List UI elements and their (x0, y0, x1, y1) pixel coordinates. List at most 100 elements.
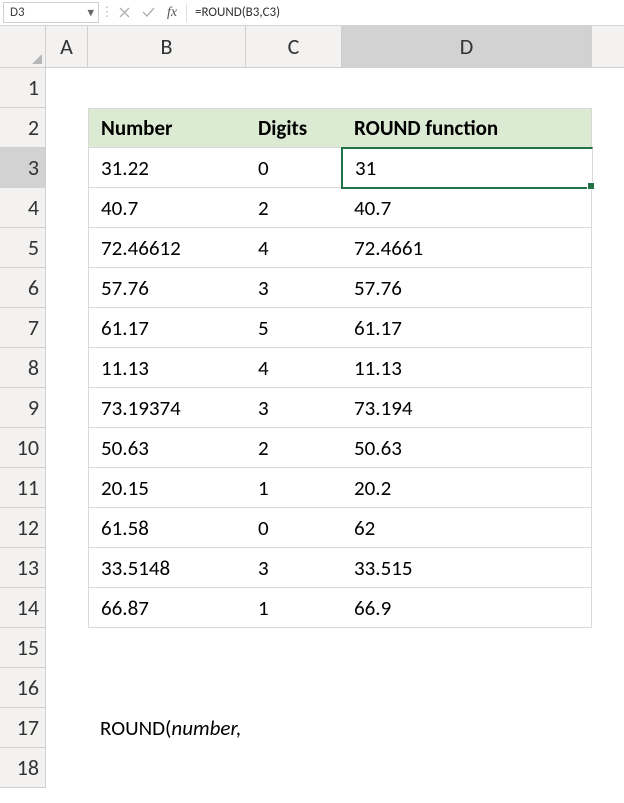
cell-r8-c2[interactable]: 11.13 (88, 348, 246, 388)
cell-r15-c5[interactable] (592, 628, 624, 668)
cell-r9-c2[interactable]: 73.19374 (88, 388, 246, 428)
cell-r11-c1[interactable] (46, 468, 88, 508)
cell-r5-c3[interactable]: 4 (246, 228, 342, 268)
cell-r14-c4[interactable]: 66.9 (342, 588, 592, 628)
cell-r16-c4[interactable] (342, 668, 592, 708)
cell-r9-c5[interactable] (592, 388, 624, 428)
cell-r10-c4[interactable]: 50.63 (342, 428, 592, 468)
name-box[interactable]: D3 ▾ (3, 2, 99, 23)
cell-r8-c5[interactable] (592, 348, 624, 388)
cell-r13-c2[interactable]: 33.5148 (88, 548, 246, 588)
cell-r3-c5[interactable] (592, 148, 624, 188)
cell-r13-c4[interactable]: 33.515 (342, 548, 592, 588)
cell-r14-c3[interactable]: 1 (246, 588, 342, 628)
row-header-16[interactable]: 16 (0, 668, 46, 708)
cell-r5-c2[interactable]: 72.46612 (88, 228, 246, 268)
cell-r17-c5[interactable] (592, 708, 624, 748)
row-header-4[interactable]: 4 (0, 188, 46, 228)
cell-r18-c1[interactable] (46, 748, 88, 788)
row-header-8[interactable]: 8 (0, 348, 46, 388)
cell-r17-c3[interactable] (246, 708, 342, 748)
row-header-17[interactable]: 17 (0, 708, 46, 748)
cell-r2-c1[interactable] (46, 108, 88, 148)
cell-r7-c3[interactable]: 5 (246, 308, 342, 348)
cell-r10-c3[interactable]: 2 (246, 428, 342, 468)
cell-r13-c1[interactable] (46, 548, 88, 588)
confirm-formula-icon[interactable] (136, 0, 160, 25)
cell-r16-c1[interactable] (46, 668, 88, 708)
cell-r10-c5[interactable] (592, 428, 624, 468)
cell-r16-c2[interactable] (88, 668, 246, 708)
cell-r3-c4[interactable]: 31 (342, 148, 592, 188)
cell-r9-c4[interactable]: 73.194 (342, 388, 592, 428)
cell-r8-c4[interactable]: 11.13 (342, 348, 592, 388)
cell-r4-c5[interactable] (592, 188, 624, 228)
select-all-corner[interactable] (0, 26, 46, 67)
cell-r4-c4[interactable]: 40.7 (342, 188, 592, 228)
cell-r6-c1[interactable] (46, 268, 88, 308)
row-header-10[interactable]: 10 (0, 428, 46, 468)
cell-r2-c3[interactable]: Digits (246, 108, 342, 148)
cell-r10-c2[interactable]: 50.63 (88, 428, 246, 468)
cell-r17-c2[interactable]: ROUND(number, num_digits ) (88, 708, 246, 748)
cell-r18-c2[interactable] (88, 748, 246, 788)
col-header-B[interactable]: B (88, 26, 246, 67)
cell-r15-c4[interactable] (342, 628, 592, 668)
cancel-formula-icon[interactable] (112, 0, 136, 25)
cell-r3-c1[interactable] (46, 148, 88, 188)
cell-r18-c3[interactable] (246, 748, 342, 788)
row-header-3[interactable]: 3 (0, 148, 46, 188)
cell-r11-c2[interactable]: 20.15 (88, 468, 246, 508)
row-header-7[interactable]: 7 (0, 308, 46, 348)
cell-r6-c3[interactable]: 3 (246, 268, 342, 308)
cell-r18-c5[interactable] (592, 748, 624, 788)
cell-r7-c2[interactable]: 61.17 (88, 308, 246, 348)
cell-r8-c3[interactable]: 4 (246, 348, 342, 388)
row-header-9[interactable]: 9 (0, 388, 46, 428)
row-header-1[interactable]: 1 (0, 68, 46, 108)
cell-r11-c4[interactable]: 20.2 (342, 468, 592, 508)
cell-r5-c4[interactable]: 72.4661 (342, 228, 592, 268)
name-box-dropdown-icon[interactable]: ▾ (87, 5, 94, 20)
spreadsheet-grid[interactable]: 12NumberDigitsROUND function331.22031440… (0, 68, 624, 788)
col-header-C[interactable]: C (246, 26, 342, 67)
cell-r17-c4[interactable] (342, 708, 592, 748)
cell-r1-c3[interactable] (246, 68, 342, 108)
cell-r12-c3[interactable]: 0 (246, 508, 342, 548)
cell-r5-c1[interactable] (46, 228, 88, 268)
cell-r3-c2[interactable]: 31.22 (88, 148, 246, 188)
row-header-6[interactable]: 6 (0, 268, 46, 308)
col-header-D[interactable]: D (342, 26, 592, 67)
cell-r1-c1[interactable] (46, 68, 88, 108)
cell-r11-c5[interactable] (592, 468, 624, 508)
cell-r14-c5[interactable] (592, 588, 624, 628)
cell-r13-c3[interactable]: 3 (246, 548, 342, 588)
cell-r6-c2[interactable]: 57.76 (88, 268, 246, 308)
cell-r2-c4[interactable]: ROUND function (342, 108, 592, 148)
cell-r6-c5[interactable] (592, 268, 624, 308)
cell-r9-c3[interactable]: 3 (246, 388, 342, 428)
cell-r3-c3[interactable]: 0 (246, 148, 342, 188)
cell-r12-c4[interactable]: 62 (342, 508, 592, 548)
cell-r16-c3[interactable] (246, 668, 342, 708)
cell-r8-c1[interactable] (46, 348, 88, 388)
row-header-14[interactable]: 14 (0, 588, 46, 628)
cell-r5-c5[interactable] (592, 228, 624, 268)
cell-r14-c1[interactable] (46, 588, 88, 628)
cell-r4-c1[interactable] (46, 188, 88, 228)
cell-r6-c4[interactable]: 57.76 (342, 268, 592, 308)
cell-r14-c2[interactable]: 66.87 (88, 588, 246, 628)
row-header-5[interactable]: 5 (0, 228, 46, 268)
row-header-18[interactable]: 18 (0, 748, 46, 788)
cell-r12-c2[interactable]: 61.58 (88, 508, 246, 548)
fx-icon[interactable]: fx (160, 0, 184, 25)
cell-r17-c1[interactable] (46, 708, 88, 748)
cell-r15-c3[interactable] (246, 628, 342, 668)
cell-r4-c2[interactable]: 40.7 (88, 188, 246, 228)
row-header-11[interactable]: 11 (0, 468, 46, 508)
cell-r15-c1[interactable] (46, 628, 88, 668)
cell-r18-c4[interactable] (342, 748, 592, 788)
formula-input[interactable]: =ROUND(B3,C3) (189, 0, 624, 25)
cell-r1-c2[interactable] (88, 68, 246, 108)
cell-r12-c1[interactable] (46, 508, 88, 548)
